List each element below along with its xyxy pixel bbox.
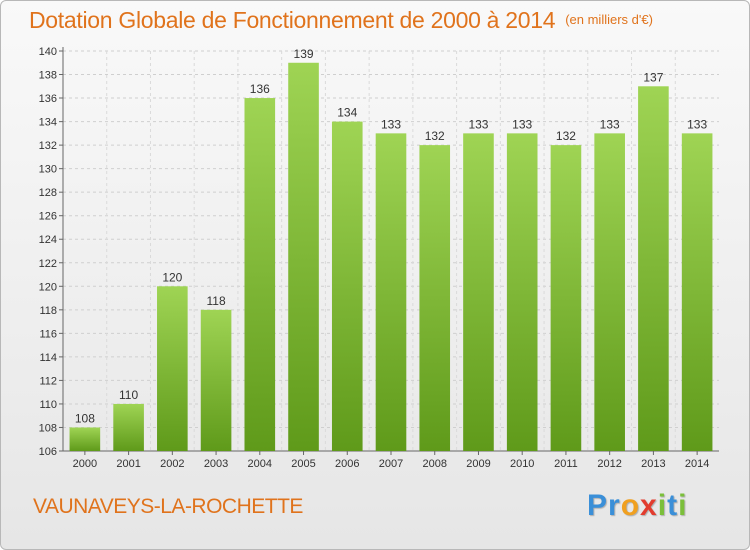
logo-letter: t xyxy=(667,489,679,522)
y-tick-label: 136 xyxy=(39,93,57,105)
y-tick-label: 110 xyxy=(39,399,57,411)
y-tick-label: 134 xyxy=(39,117,57,129)
y-tick-label: 130 xyxy=(39,164,57,176)
bar xyxy=(463,133,494,451)
y-tick-label: 118 xyxy=(39,305,57,317)
data-label: 108 xyxy=(75,411,95,425)
y-tick-label: 108 xyxy=(39,422,57,434)
data-label: 118 xyxy=(206,294,225,308)
place-name: VAUNAVEYS-LA-ROCHETTE xyxy=(33,495,303,518)
y-tick-label: 132 xyxy=(39,140,57,152)
y-tick-label: 128 xyxy=(39,187,57,199)
bar xyxy=(244,98,276,451)
x-tick-label: 2013 xyxy=(641,458,665,470)
x-tick-label: 2012 xyxy=(597,458,621,470)
bar xyxy=(200,309,232,451)
bar xyxy=(550,145,582,451)
bar xyxy=(594,133,625,451)
proxiti-logo: Proxiti xyxy=(587,489,687,523)
data-label: 133 xyxy=(468,117,488,131)
x-tick-label: 2004 xyxy=(248,458,272,470)
x-tick-label: 2008 xyxy=(422,458,446,470)
bar xyxy=(69,427,101,451)
data-label: 139 xyxy=(294,47,314,61)
chart-title-text: Dotation Globale de Fonctionnement de 20… xyxy=(29,7,556,33)
data-label: 120 xyxy=(162,270,182,284)
data-label: 133 xyxy=(600,117,620,131)
logo-letter: P xyxy=(587,489,609,522)
bar xyxy=(331,121,363,452)
y-tick-label: 140 xyxy=(39,46,57,58)
x-tick-label: 2009 xyxy=(466,458,490,470)
chart-title: Dotation Globale de Fonctionnement de 20… xyxy=(29,7,653,34)
x-tick-label: 2005 xyxy=(291,458,315,470)
data-label: 132 xyxy=(425,129,445,143)
bar xyxy=(638,86,669,451)
data-label: 136 xyxy=(250,82,270,96)
bar xyxy=(375,133,407,451)
data-label: 133 xyxy=(687,117,707,131)
bar xyxy=(288,62,319,451)
y-tick-label: 112 xyxy=(39,375,57,387)
bar xyxy=(113,403,144,451)
logo-letter: i xyxy=(657,489,668,522)
y-tick-label: 106 xyxy=(39,446,57,458)
logo-letter: x xyxy=(640,489,658,522)
bar xyxy=(506,133,538,451)
bar xyxy=(681,133,713,451)
x-tick-label: 2003 xyxy=(204,458,228,470)
data-label: 134 xyxy=(337,106,357,120)
x-tick-label: 2010 xyxy=(510,458,534,470)
x-tick-label: 2014 xyxy=(685,458,709,470)
y-tick-label: 114 xyxy=(39,352,57,364)
data-label: 132 xyxy=(556,129,576,143)
labels: 106 108 110 112 114 116 118 120 122 124 126 128 130 1… xyxy=(39,46,710,470)
data-label: 137 xyxy=(643,70,663,84)
x-tick-label: 2002 xyxy=(160,458,184,470)
logo-letter: r xyxy=(608,489,621,522)
y-tick-label: 122 xyxy=(39,258,57,270)
x-tick-label: 2006 xyxy=(335,458,359,470)
x-tick-label: 2001 xyxy=(116,458,140,470)
bars xyxy=(69,62,713,452)
data-label: 133 xyxy=(381,117,401,131)
logo-letter: o xyxy=(620,489,641,522)
data-label: 133 xyxy=(512,117,532,131)
x-tick-label: 2007 xyxy=(379,458,403,470)
logo-letter: i xyxy=(678,489,688,522)
y-tick-label: 120 xyxy=(39,281,57,293)
chart-unit: (en milliers d'€) xyxy=(565,12,653,27)
y-tick-label: 138 xyxy=(39,70,57,82)
bar xyxy=(419,145,451,451)
y-tick-label: 124 xyxy=(39,234,57,246)
x-tick-label: 2011 xyxy=(554,458,578,470)
data-label: 110 xyxy=(119,388,138,402)
y-tick-label: 116 xyxy=(39,328,57,340)
x-tick-label: 2000 xyxy=(73,458,97,470)
bar xyxy=(157,286,188,451)
y-tick-label: 126 xyxy=(39,211,57,223)
